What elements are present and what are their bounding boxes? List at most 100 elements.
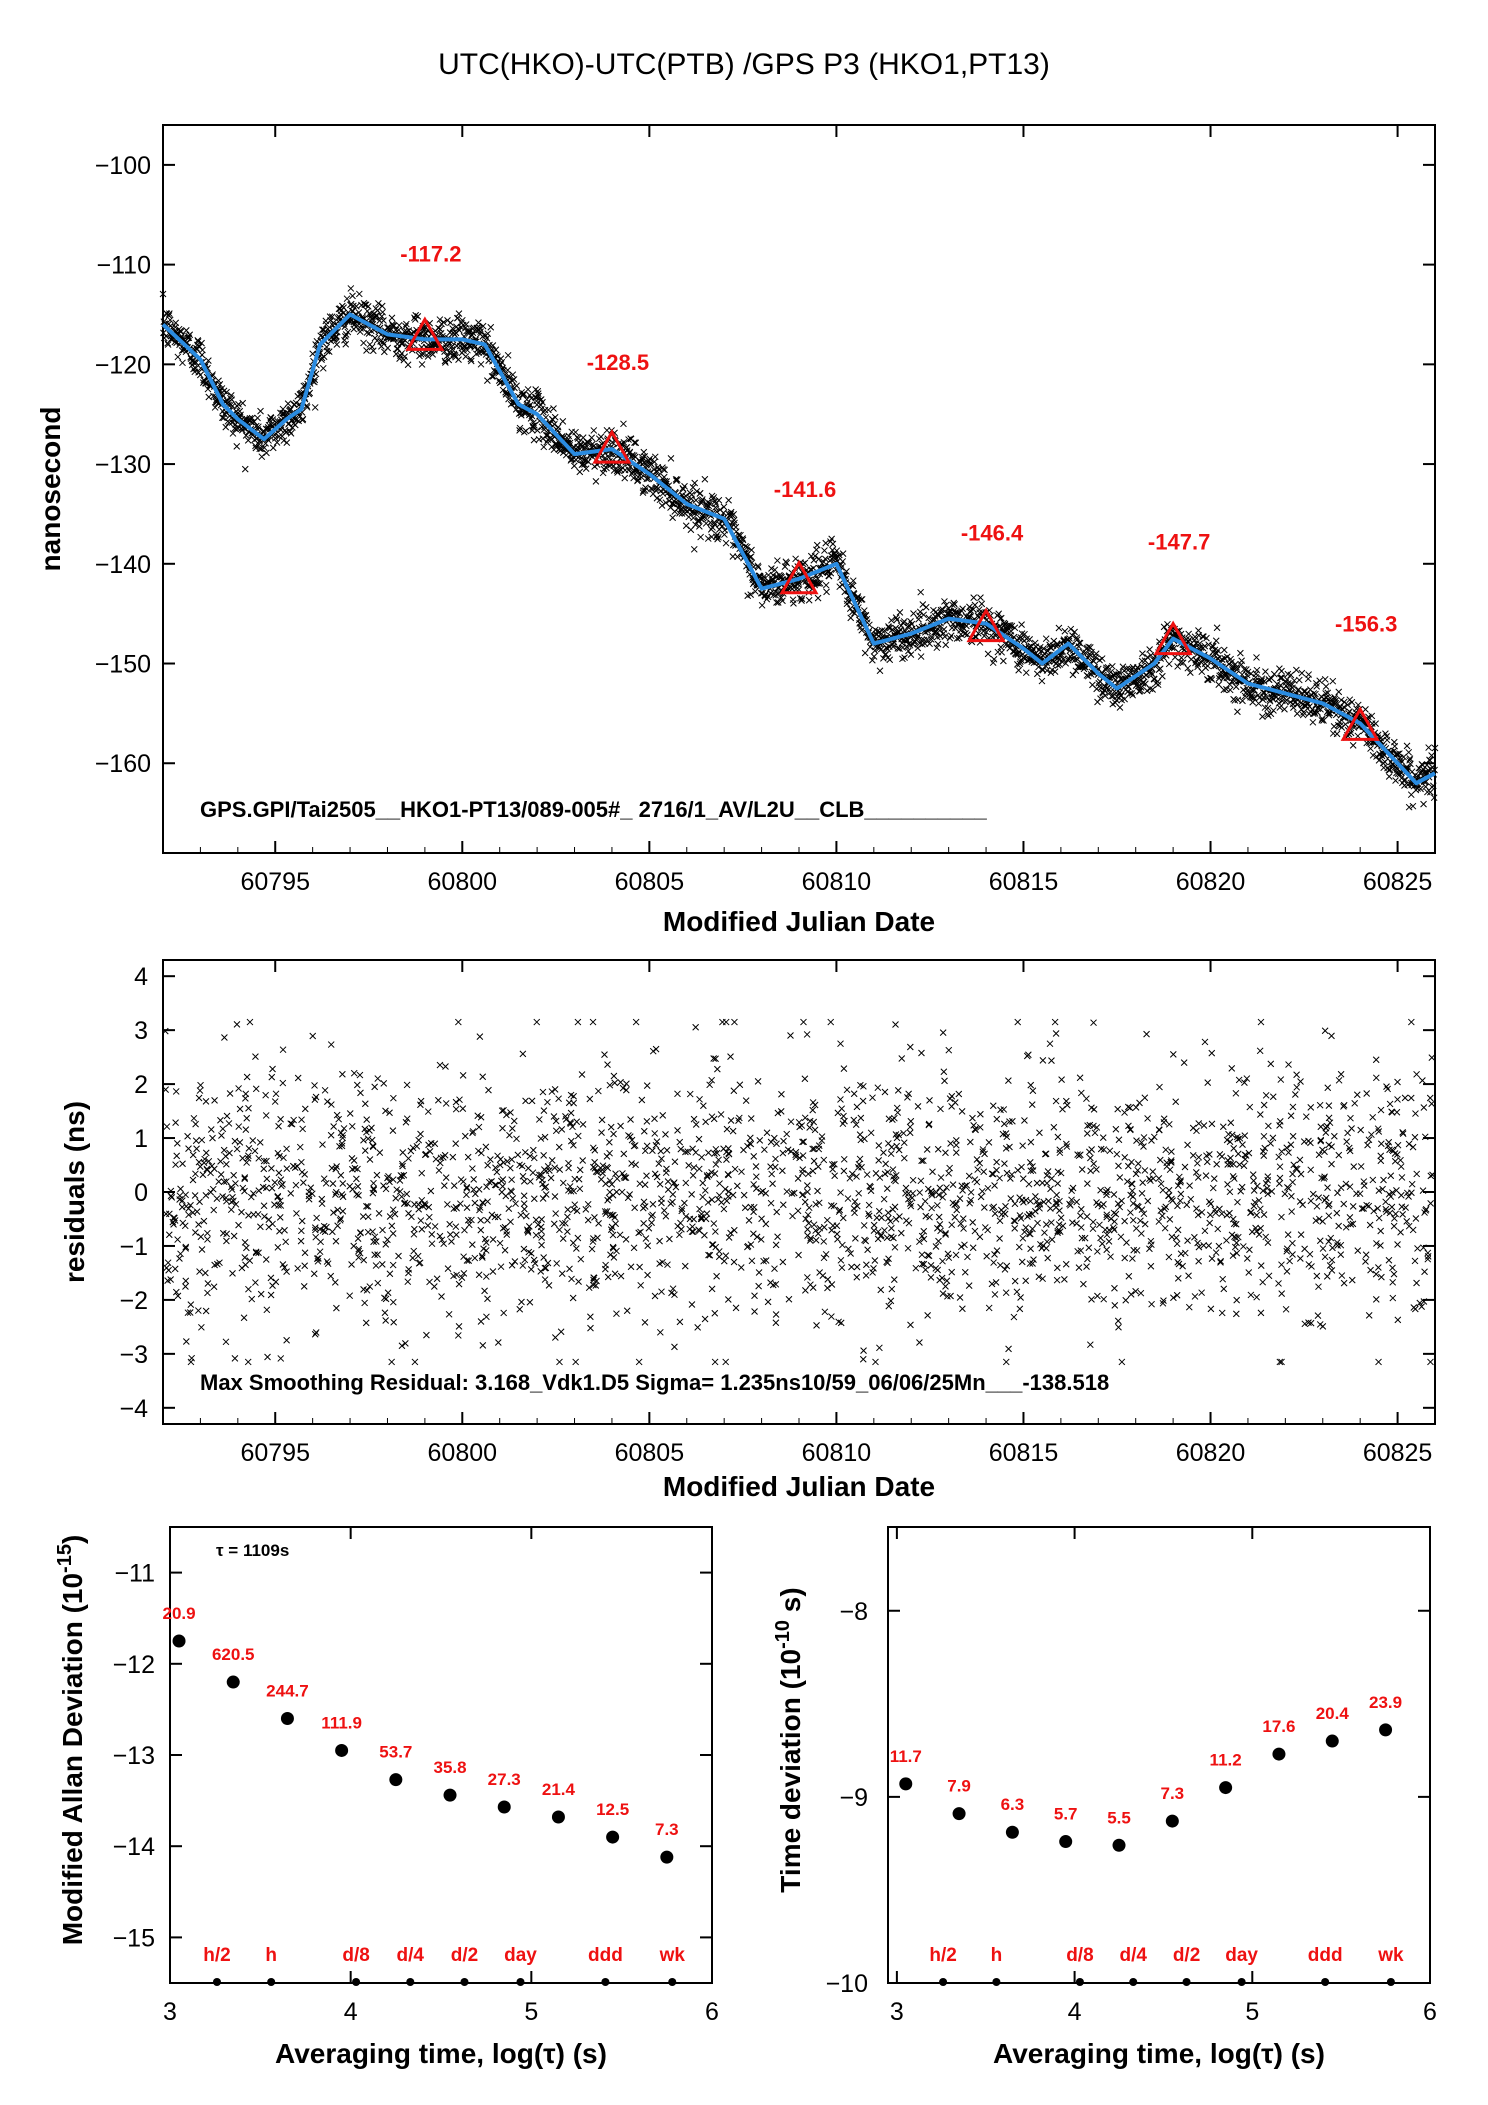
residual-point [801, 1114, 809, 1122]
residual-point [243, 1244, 250, 1252]
measurement-point [584, 458, 592, 466]
residual-point [977, 1110, 984, 1118]
residual-point [1334, 1189, 1341, 1197]
marker-label: -156.3 [1335, 611, 1397, 636]
residual-point [900, 1139, 908, 1147]
measurement-point [642, 484, 649, 491]
residual-point [1165, 1186, 1173, 1194]
residual-point [457, 1176, 465, 1183]
residual-point [298, 1158, 305, 1166]
measurement-point [822, 539, 830, 547]
residual-point [459, 1105, 467, 1112]
measurement-point [1214, 647, 1222, 654]
residual-point [942, 1231, 949, 1238]
residual-point [803, 1031, 811, 1038]
measurement-point [1006, 622, 1014, 629]
residual-point [900, 1129, 907, 1137]
residual-point [558, 1270, 566, 1277]
residual-point [715, 1253, 723, 1261]
measurement-point [730, 510, 738, 518]
residual-point [268, 1184, 276, 1192]
residual-point [163, 1264, 170, 1272]
residual-point [588, 1245, 596, 1253]
residual-point [1299, 1201, 1306, 1209]
residual-point [328, 1164, 336, 1172]
measurement-point [454, 314, 462, 322]
measurement-point [299, 415, 307, 423]
residual-point [648, 1219, 655, 1227]
residual-point [907, 1117, 915, 1125]
measurement-point [925, 614, 933, 622]
measurement-point [1239, 697, 1246, 705]
residual-point [837, 1040, 844, 1048]
measurement-point [1226, 681, 1234, 688]
residual-point [711, 1309, 719, 1317]
residual-point [1147, 1262, 1155, 1270]
residual-point [916, 1339, 923, 1346]
measurement-point [620, 439, 628, 446]
measurement-point [520, 391, 527, 399]
residual-point [1029, 1087, 1037, 1095]
residual-point [829, 1165, 837, 1173]
residual-point [862, 1261, 870, 1269]
measurement-point [1333, 730, 1341, 738]
residual-point [794, 1207, 802, 1215]
measurement-point [534, 427, 541, 434]
residual-point [485, 1086, 492, 1094]
residual-point [534, 1221, 542, 1229]
measurement-point [603, 464, 610, 472]
measurement-point [1101, 692, 1109, 699]
residual-point [565, 1099, 573, 1107]
residual-point [1042, 1150, 1050, 1158]
residual-point [434, 1096, 442, 1104]
residual-point [1085, 1244, 1093, 1252]
residual-point [1158, 1212, 1166, 1220]
measurement-point [933, 644, 941, 652]
residual-point [993, 1158, 1000, 1166]
residual-point [508, 1261, 516, 1269]
residual-point [524, 1164, 532, 1172]
residual-point [681, 1199, 688, 1207]
residual-point [544, 1259, 552, 1267]
residual-point [1283, 1267, 1291, 1275]
measurement-point [905, 647, 912, 655]
residual-point [636, 1180, 644, 1188]
residual-point [480, 1245, 487, 1253]
residual-point [632, 1161, 640, 1169]
residual-point [1198, 1289, 1205, 1297]
measurement-point [959, 605, 967, 613]
residual-point [1022, 1224, 1030, 1231]
residual-point [1118, 1358, 1126, 1366]
measurement-point [364, 303, 372, 310]
residual-point [1343, 1138, 1351, 1145]
residual-point [1287, 1141, 1295, 1149]
measurement-point [1051, 668, 1059, 675]
measurement-point [849, 582, 857, 590]
residual-point [823, 1216, 831, 1224]
residual-point [1287, 1112, 1295, 1120]
residual-point [800, 1018, 807, 1026]
measurement-point [625, 436, 632, 443]
residual-point [551, 1193, 559, 1200]
residual-point [371, 1083, 379, 1091]
residual-point [1194, 1174, 1202, 1181]
measurement-point [1067, 625, 1075, 633]
residual-point [1208, 1120, 1216, 1128]
residual-point [1289, 1132, 1297, 1140]
residual-point [914, 1103, 922, 1110]
residual-point [656, 1328, 664, 1336]
y-tick-label: −110 [97, 252, 151, 280]
residual-point [446, 1220, 454, 1228]
measurement-point [798, 595, 806, 603]
residual-point [298, 1116, 305, 1124]
residual-point [1233, 1296, 1241, 1304]
residual-point [828, 1313, 835, 1320]
measurement-point [1232, 683, 1240, 691]
residual-point [606, 1149, 613, 1157]
residual-point [566, 1265, 573, 1273]
residual-point [1088, 1296, 1095, 1303]
residual-point [1269, 1093, 1277, 1101]
residual-point [542, 1191, 550, 1198]
residual-point [279, 1046, 287, 1054]
measurement-point [442, 359, 449, 366]
